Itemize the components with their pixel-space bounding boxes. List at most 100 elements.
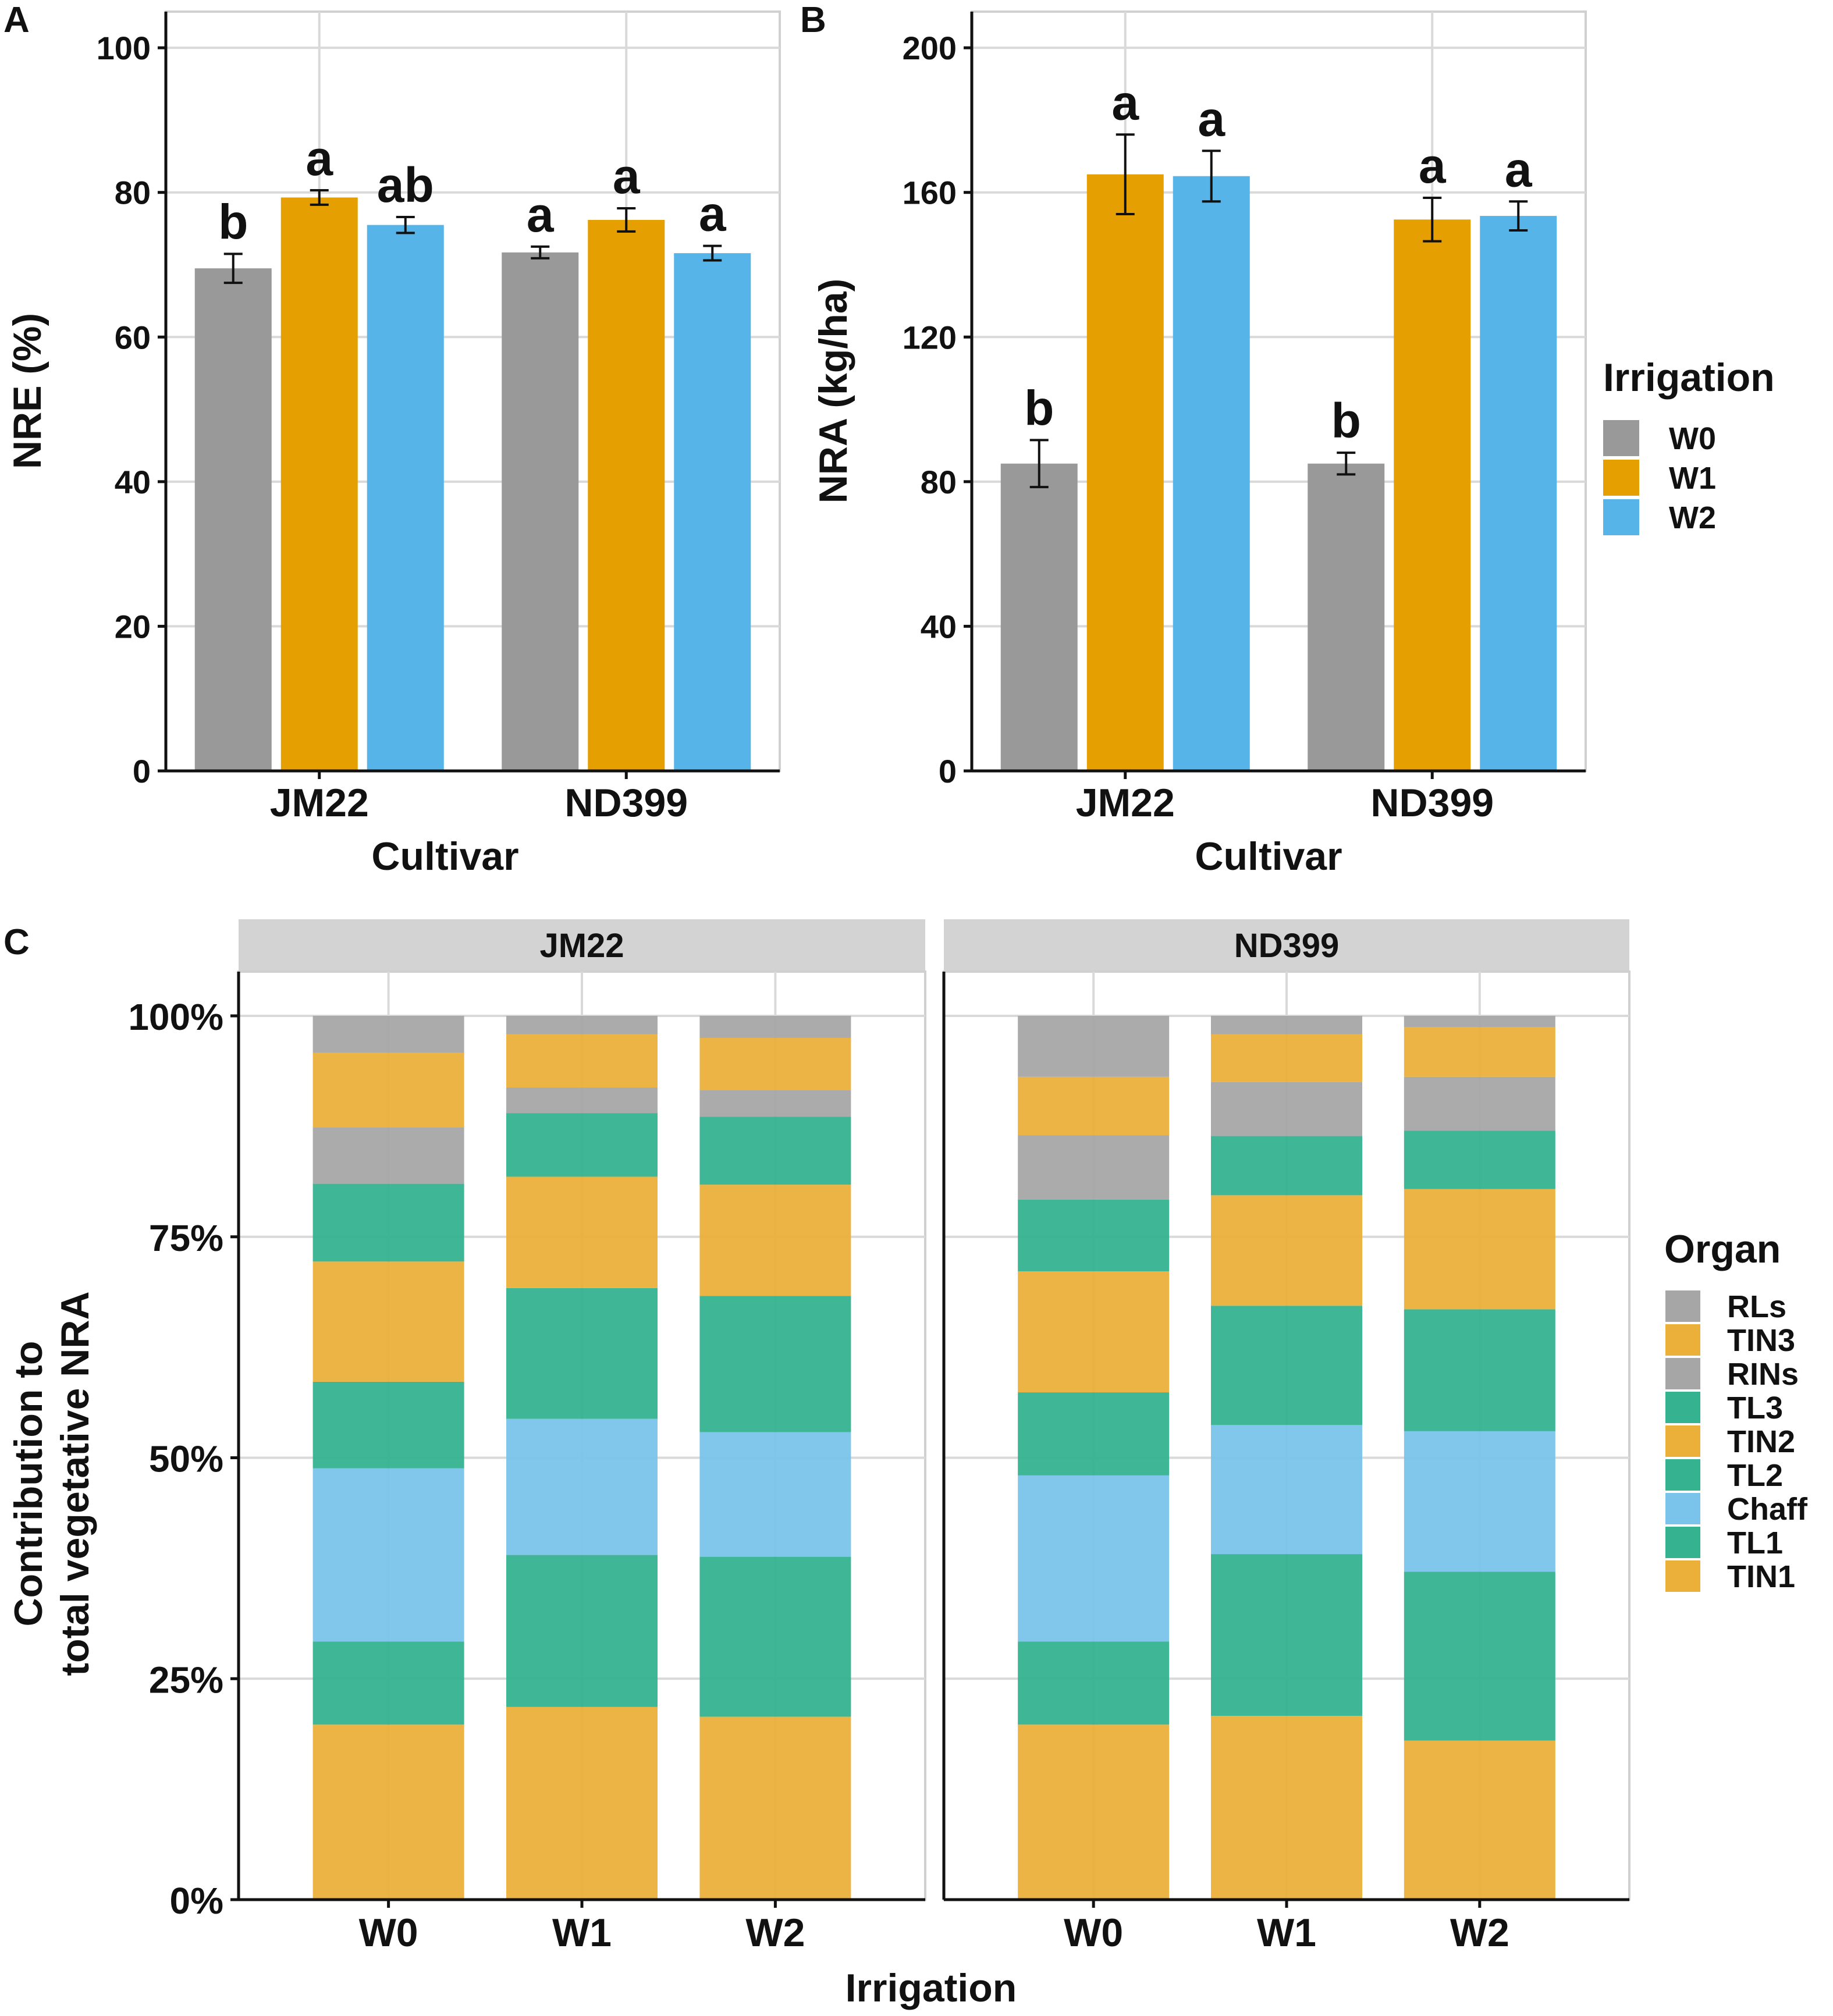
panelB-y-tick-label: 160 [903, 175, 957, 211]
panel-c-y-tick-label: 50% [149, 1438, 223, 1480]
panel-c-x-tick-label: W1 [552, 1911, 612, 1955]
panel-c-segment-jm22-w0-tl3 [312, 1183, 464, 1262]
panel-c-segment-nd399-w2-tl2 [1404, 1309, 1555, 1431]
panel-c-y-tick-label: 0% [170, 1880, 224, 1922]
panel-b-y-axis-label: NRA (kg/ha) [811, 279, 855, 504]
panel-c-y-tick-label: 75% [149, 1217, 223, 1259]
panel-c-segment-nd399-w2-tin2 [1404, 1189, 1555, 1310]
panel-c-segment-nd399-w1-tl2 [1211, 1306, 1362, 1425]
panel-c-segment-jm22-w2-rls [699, 1016, 851, 1038]
panel-c-segment-jm22-w0-tin2 [312, 1261, 464, 1382]
panelA-y-tick-label: 40 [115, 464, 151, 500]
panel-c-segment-jm22-w1-tl1 [506, 1555, 658, 1707]
panelB-significance-letter: a [1419, 138, 1447, 193]
panel-c-facet-label-jm22: JM22 [539, 927, 624, 965]
panel-c-segment-jm22-w0-tin1 [312, 1725, 464, 1900]
irrigation-legend: Irrigation W0 W1 W2 [1603, 355, 1775, 535]
panel-c-segment-jm22-w0-tl1 [312, 1641, 464, 1725]
irrigation-legend-swatch-w1 [1603, 460, 1639, 496]
panel-c-label: C [3, 922, 30, 962]
panel-c-segment-jm22-w0-tin3 [312, 1053, 464, 1128]
panelA-significance-letter: a [699, 187, 727, 241]
panel-c-segment-nd399-w2-chaff [1404, 1431, 1555, 1572]
panelA-significance-letter: ab [377, 158, 434, 212]
panelB-bar-jm22-w1 [1086, 174, 1164, 771]
panelA-significance-letter: b [218, 194, 248, 249]
panelA-bar-jm22-w2 [367, 225, 444, 771]
panelA-significance-letter: a [306, 131, 333, 186]
panel-c-x-tick-label: W2 [745, 1911, 805, 1955]
irrigation-legend-label-w0: W0 [1669, 421, 1716, 456]
panelB-y-tick-label: 80 [921, 464, 957, 500]
panel-a-y-axis-label: NRE (%) [5, 313, 49, 469]
panel-a-x-axis-label: Cultivar [371, 834, 518, 879]
panel-c-segment-jm22-w2-tl1 [699, 1556, 851, 1717]
panelB-bar-nd399-w2 [1480, 216, 1557, 771]
panelB-bar-nd399-w1 [1394, 219, 1471, 771]
organ-legend-swatch-rins [1665, 1358, 1700, 1389]
organ-legend-swatch-chaff [1665, 1493, 1700, 1524]
panel-c-facet-strip [239, 919, 925, 972]
panel-c-x-tick-label: W0 [359, 1911, 418, 1955]
panel-c-segment-jm22-w0-rls [312, 1016, 464, 1053]
panel-c-segment-jm22-w0-tl2 [312, 1381, 464, 1469]
panel-c-segment-nd399-w0-tin1 [1018, 1725, 1170, 1900]
panel-c-x-tick-label: W0 [1064, 1911, 1123, 1955]
panelA-significance-letter: a [527, 187, 555, 242]
organ-legend-label-tl1: TL1 [1727, 1526, 1783, 1560]
panelB-bar-nd399-w0 [1308, 463, 1385, 771]
panel-c-segment-jm22-w1-tin3 [506, 1034, 658, 1088]
panel-b-label: B [800, 0, 826, 40]
panel-c-segment-nd399-w2-tin3 [1404, 1027, 1555, 1077]
panelA-y-tick-label: 0 [133, 753, 151, 790]
panelA-x-tick-label: JM22 [270, 781, 369, 825]
panel-c-contribution-chart: JM22 ND399 0% 25% 50% 75% 100% W0 W1 W2 W0 W1 W2 Co… [6, 919, 1630, 2010]
panel-c-segment-nd399-w1-tl3 [1211, 1136, 1362, 1196]
panel-c-segment-nd399-w1-tin1 [1211, 1716, 1362, 1900]
panelA-bar-jm22-w0 [194, 268, 272, 771]
organ-legend-label-tl2: TL2 [1727, 1458, 1783, 1493]
panelB-bar-jm22-w0 [1000, 463, 1078, 771]
panel-c-segment-jm22-w1-rls [506, 1016, 658, 1034]
panel-c-segment-jm22-w1-chaff [506, 1418, 658, 1555]
panel-c-segment-jm22-w2-tl3 [699, 1117, 851, 1185]
panel-c-facet-label-nd399: ND399 [1234, 927, 1340, 965]
irrigation-legend-swatch-w0 [1603, 420, 1639, 456]
panel-c-segment-jm22-w1-rins [506, 1087, 658, 1114]
panel-c-segment-jm22-w2-tin2 [699, 1185, 851, 1296]
panel-c-segment-jm22-w2-tin3 [699, 1037, 851, 1090]
panel-c-segment-nd399-w2-tin1 [1404, 1740, 1555, 1900]
panel-c-stacked-bars [312, 1016, 1555, 1900]
irrigation-legend-label-w1: W1 [1669, 461, 1716, 496]
panel-c-segment-nd399-w2-tl1 [1404, 1571, 1555, 1741]
organ-legend-label-chaff: Chaff [1727, 1492, 1808, 1527]
organ-legend-label-tin1: TIN1 [1727, 1559, 1795, 1594]
organ-legend-swatch-tin2 [1665, 1425, 1700, 1457]
panel-b-bars: b a a b a a [1000, 75, 1557, 771]
panelB-significance-letter: a [1198, 91, 1225, 146]
panel-c-segment-nd399-w0-tl1 [1018, 1641, 1170, 1725]
panel-c-segment-jm22-w2-rins [699, 1090, 851, 1117]
organ-legend-label-rls: RLs [1727, 1289, 1786, 1324]
panel-c-segment-jm22-w0-chaff [312, 1468, 464, 1642]
organ-legend-label-tl3: TL3 [1727, 1391, 1783, 1425]
panelB-y-tick-label: 200 [903, 30, 957, 66]
panelA-bar-nd399-w0 [502, 252, 579, 771]
panel-c-segment-jm22-w1-tl2 [506, 1288, 658, 1419]
panel-c-segment-nd399-w0-chaff [1018, 1475, 1170, 1642]
panel-c-segment-jm22-w1-tin2 [506, 1176, 658, 1288]
organ-legend-title: Organ [1664, 1227, 1781, 1271]
panel-c-segment-nd399-w2-tl3 [1404, 1130, 1555, 1189]
panel-c-segment-jm22-w2-tin1 [699, 1716, 851, 1900]
organ-legend-label-rins: RINs [1727, 1357, 1799, 1392]
panelB-y-tick-label: 40 [921, 608, 957, 645]
panel-c-segment-nd399-w2-rins [1404, 1076, 1555, 1131]
panelA-y-tick-label: 100 [97, 30, 151, 66]
organ-legend-swatch-tl2 [1665, 1459, 1700, 1491]
organ-legend-swatch-rls [1665, 1290, 1700, 1322]
panel-c-y-axis-label-line2: total vegetative NRA [53, 1291, 97, 1676]
panel-c-segment-nd399-w1-tin3 [1211, 1034, 1362, 1082]
panelA-x-tick-label: ND399 [564, 781, 688, 825]
organ-legend-label-tin2: TIN2 [1727, 1424, 1795, 1459]
